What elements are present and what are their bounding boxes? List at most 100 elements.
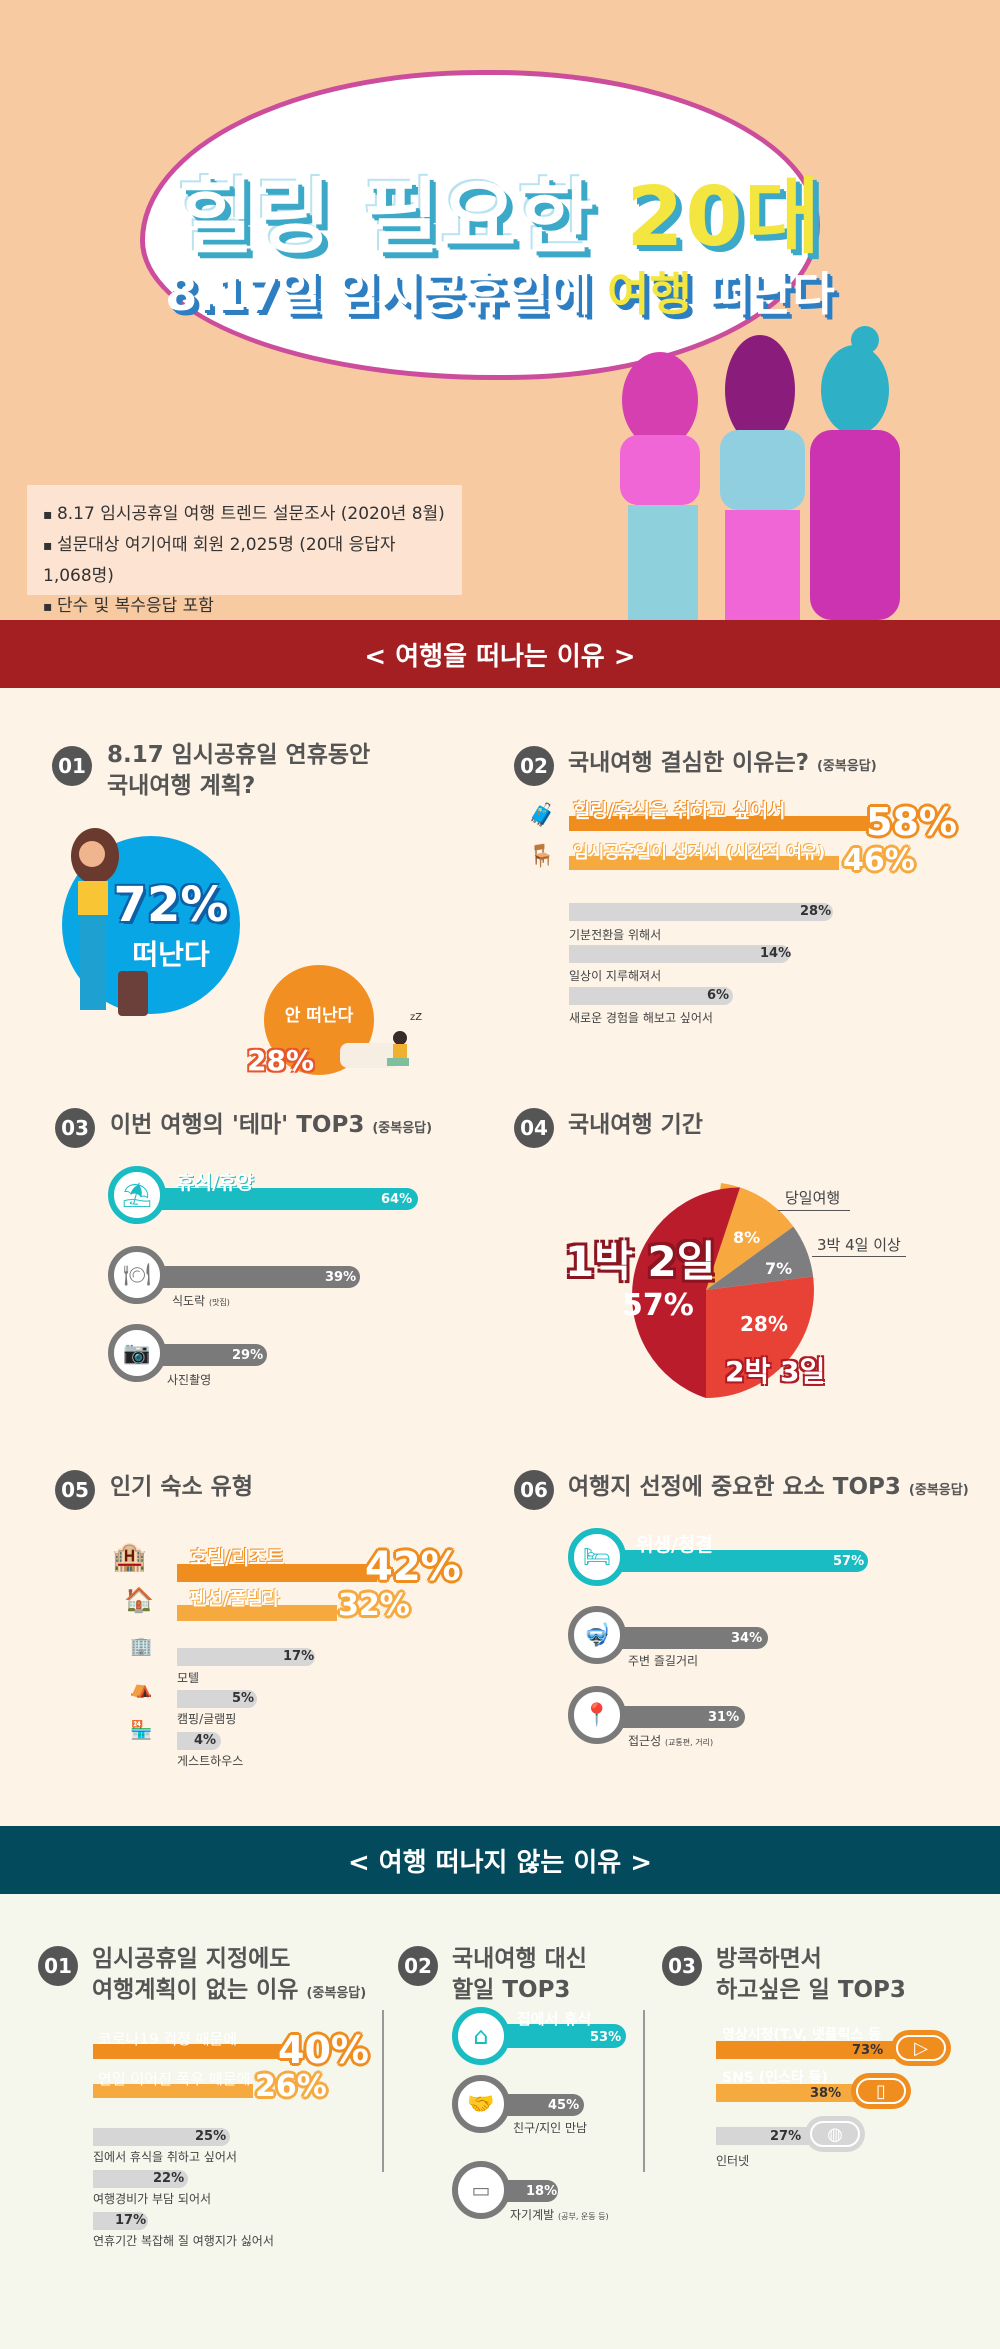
bar-percent: 4% <box>194 1733 217 1748</box>
bar-label: 캠핑/글램핑 <box>177 1712 237 1726</box>
question-title-line: 하고싶은 일 TOP3 <box>716 1977 906 2003</box>
question-number-badge: 01 <box>52 746 92 786</box>
bar-percent: 40% <box>278 2028 369 2072</box>
question-title-text: 국내여행 결심한 이유는? <box>568 750 809 776</box>
bar-hygiene <box>610 1550 868 1572</box>
bar-new-experience <box>569 987 733 1005</box>
bar-sns <box>716 2084 866 2102</box>
pie-callout-label: 3박 4일 이상 <box>817 1236 901 1254</box>
bar-accessibility <box>610 1706 745 1728</box>
sleeping-sofa-icon: zZ <box>340 1012 422 1068</box>
video-play-icon: ▷ <box>896 2035 946 2061</box>
guesthouse-shop-icon: 🏪 <box>130 1720 153 1741</box>
callout-line <box>778 1210 850 1211</box>
bar-label: 모텔 <box>177 1671 200 1685</box>
bar-percent: 6% <box>707 988 730 1003</box>
bar-percent: 18% <box>526 2184 558 2199</box>
internet-pill: ◍ <box>805 2116 865 2152</box>
question-title: 여행지 선정에 중요한 요소 TOP3 (중복응답) <box>568 1472 969 1506</box>
duration-pie-chart <box>632 1183 814 1398</box>
bar-rest <box>150 1188 418 1210</box>
bar-percent: 22% <box>153 2171 185 2186</box>
hero-banner: 힐링 필요한 20대 8.17일 임시공휴일에 여행 떠난다 8.17 임시공휴… <box>0 0 1000 620</box>
question-number-badge: 01 <box>38 1946 78 1986</box>
globe-icon: ◍ <box>810 2121 860 2147</box>
bar-label-note: (맛집) <box>208 1298 230 1307</box>
bar-label: 식도락 <box>172 1294 206 1308</box>
relaxing-chair-icon: 🪑 <box>528 844 556 869</box>
hero-title: 힐링 필요한 20대 <box>0 150 1000 269</box>
bar-camping <box>177 1690 257 1708</box>
bar-label-note: (공부, 운동 등) <box>558 2212 609 2221</box>
bar-label: 펜션/풀빌라 <box>190 1589 280 1610</box>
bar-percent: 39% <box>325 1270 357 1285</box>
bar-percent: 34% <box>731 1631 763 1646</box>
bar-home <box>490 2024 626 2048</box>
bar-label: 새로운 경험을 해보고 싶어서 <box>569 1011 713 1025</box>
question-title-line: 여행계획이 없는 이유 <box>92 1977 299 2003</box>
bar-percent: 17% <box>283 1649 315 1664</box>
bar-label: 자기계발 <box>510 2208 555 2222</box>
bar-percent: 32% <box>338 1588 410 1623</box>
question-title-line: 방콕하면서 <box>716 1946 822 1972</box>
section-going-reasons: 01 8.17 임시공휴일 연휴동안 국내여행 계획? 72% 떠난다 안 떠난다… <box>0 688 1000 1826</box>
bar-label: 인터넷 <box>716 2154 750 2168</box>
bar-rain <box>93 2084 253 2098</box>
bar-label: 힐링/휴식을 취하고 싶어서 <box>573 800 786 822</box>
bar-friends <box>490 2094 584 2116</box>
bar-percent: 64% <box>381 1192 413 1207</box>
hero-title-highlight: 20대 <box>626 170 822 265</box>
question-title: 국내여행 결심한 이유는? (중복응답) <box>568 748 877 782</box>
not-going-label: 안 떠난다 <box>284 1005 354 1026</box>
traveler-woman-icon <box>71 828 148 1016</box>
bar-mood <box>569 903 833 921</box>
bar-label: 사진촬영 <box>167 1373 212 1387</box>
section-not-going-reasons: 01 임시공휴일 지정에도 여행계획이 없는 이유 (중복응답) 코로나19 걱정… <box>0 1894 1000 2349</box>
bar-home-rest <box>93 2128 230 2146</box>
bar-label: 여행경비가 부담 되어서 <box>93 2192 212 2206</box>
bar-cost <box>93 2170 188 2188</box>
bar-label: 호텔/리조트 <box>190 1547 285 1569</box>
pie-percent: 28% <box>740 1312 788 1336</box>
video-pill: ▷ <box>891 2030 951 2066</box>
column-divider <box>382 2010 384 2172</box>
question-title-line: 할일 TOP3 <box>452 1977 571 2003</box>
bar-label: 주변 즐길거리 <box>628 1654 699 1668</box>
bar-percent: 38% <box>810 2086 842 2101</box>
question-number-badge: 03 <box>662 1946 702 1986</box>
pie-label-1n2d: 1박 2일 <box>565 1237 716 1286</box>
bar-holiday <box>569 856 839 870</box>
bar-label: 친구/지인 만남 <box>513 2121 588 2135</box>
bar-internet <box>716 2127 821 2145</box>
question-note: (중복응답) <box>306 1986 367 2001</box>
pie-percent: 57% <box>622 1288 694 1323</box>
motel-building-icon: 🏢 <box>130 1636 153 1657</box>
bar-label: 임시공휴일이 생겨서 (시간적 여유) <box>573 843 826 863</box>
callout-line <box>812 1256 906 1257</box>
survey-info-box: 8.17 임시공휴일 여행 트렌드 설문조사 (2020년 8월) 설문대상 여… <box>27 485 462 616</box>
bar-percent: 17% <box>115 2213 147 2228</box>
camera-icon: 📷 <box>108 1324 166 1382</box>
bar-label: SNS (인스타 등) <box>722 2070 828 2086</box>
bar-label-note: (교통편, 거리) <box>664 1738 714 1747</box>
question-number-badge: 04 <box>514 1108 554 1148</box>
question-title-line: 국내여행 대신 <box>452 1946 587 1972</box>
bar-percent: 57% <box>833 1554 865 1569</box>
traveler-luggage-icon: 🧳 <box>528 803 556 828</box>
bar-label: 집에서 휴식을 취하고 싶어서 <box>93 2150 237 2164</box>
bar-label: 집에서 휴식 <box>517 2010 592 2028</box>
snorkel-mask-icon: 🤿 <box>568 1606 626 1664</box>
bar-percent: 25% <box>195 2129 227 2144</box>
question-number-badge: 02 <box>398 1946 438 1986</box>
bar-guesthouse <box>177 1732 221 1750</box>
bar-attractions <box>610 1627 768 1649</box>
hero-subtitle-pre: 8.17일 임시공휴일에 <box>165 267 608 321</box>
bar-healing <box>569 816 874 831</box>
section-header-going: < 여행을 떠나는 이유 > <box>0 620 1000 688</box>
bar-label: 기분전환을 위해서 <box>569 928 662 942</box>
handshake-icon: 🤝 <box>452 2075 510 2133</box>
question-title: 국내여행 기간 <box>568 1112 703 1138</box>
bar-food <box>150 1266 360 1288</box>
